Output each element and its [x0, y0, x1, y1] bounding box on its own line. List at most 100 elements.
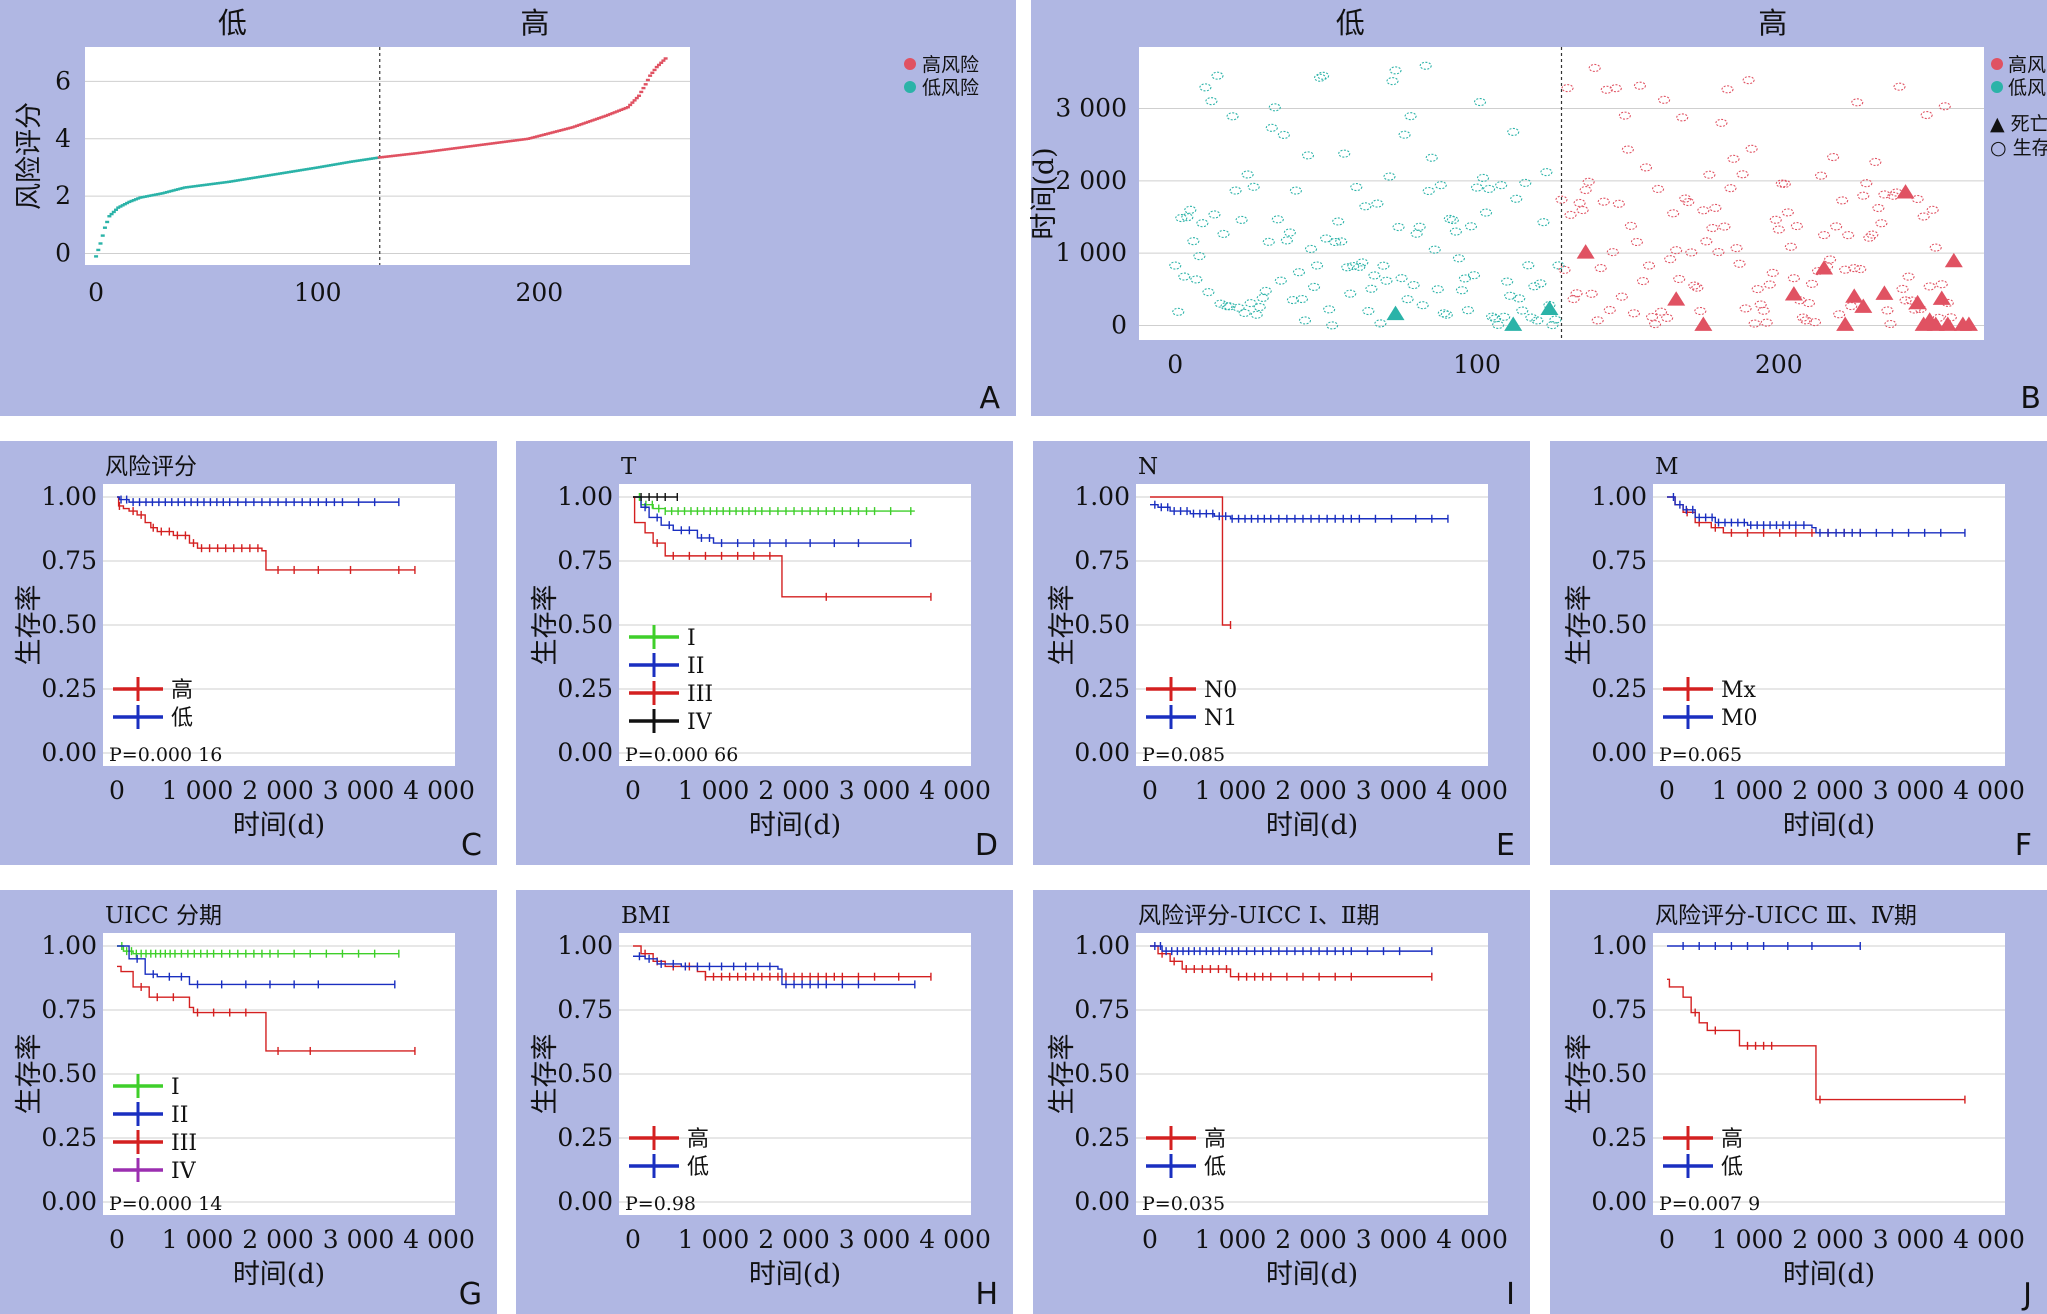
- censored-point: [1808, 318, 1822, 327]
- censored-point: [1250, 310, 1263, 319]
- x-tick-label: 4 000: [403, 776, 475, 805]
- death-point: [1926, 316, 1945, 331]
- censored-point: [1350, 182, 1363, 192]
- censored-point: [1223, 302, 1236, 311]
- censored-point: [1715, 118, 1728, 127]
- censored-point: [1769, 215, 1782, 224]
- censored-point: [1169, 261, 1182, 270]
- censored-point: [1854, 265, 1867, 274]
- censored-point: [1727, 154, 1740, 163]
- km-chart-d: T 0.00 0.25 0.50 0.75 1.00 0 1 000 2 000 3 000 4 0…: [530, 454, 998, 863]
- panel-letter: D: [975, 828, 998, 863]
- km-chart-c: 风险评分 0.00 0.25 0.50 0.75 1.00 0 1 000 2 000 3 000…: [14, 454, 482, 863]
- y-axis-title: 生存率: [530, 1034, 561, 1115]
- death-point: [1938, 316, 1957, 331]
- y-axis-title: 生存率: [14, 585, 45, 666]
- y-tick-label: 0.50: [1074, 1059, 1130, 1088]
- y-tick-label: 0.75: [1074, 546, 1130, 575]
- legend-label-death: ▲ 死亡: [1990, 113, 2047, 135]
- censored-point: [1455, 286, 1468, 295]
- panel-title: M: [1655, 454, 1679, 480]
- y-tick-label: 0.75: [1591, 546, 1647, 575]
- censored-point: [1724, 184, 1737, 193]
- censored-point: [1597, 197, 1610, 206]
- x-tick-label: 3 000: [323, 776, 395, 805]
- km-chart-g: UICC 分期 0.00 0.25 0.50 0.75 1.00 0 1 000 2 000 3 …: [14, 903, 482, 1312]
- censored-point: [1507, 127, 1520, 136]
- x-tick-label: 3 000: [839, 776, 911, 805]
- censored-point: [1329, 237, 1342, 247]
- censored-point: [1630, 237, 1643, 247]
- x-tick-label: 1 000: [162, 1225, 234, 1254]
- legend-label: N1: [1204, 706, 1237, 731]
- y-tick-label: 1.00: [1591, 931, 1647, 960]
- censored-point: [1839, 265, 1852, 274]
- censored-point: [1549, 315, 1562, 324]
- death-point: [1959, 316, 1978, 331]
- y-tick-label: 6: [55, 66, 71, 95]
- x-tick-label: 1 000: [1712, 776, 1784, 805]
- legend-label-alive: ○ 生存: [1990, 137, 2047, 159]
- km-curve: [1150, 496, 1231, 626]
- y-tick-label: 0: [1111, 311, 1127, 340]
- group-label-high: 高: [1758, 6, 1787, 40]
- y-tick-label: 0.50: [41, 1059, 97, 1088]
- x-tick-label: 4 000: [919, 1225, 991, 1254]
- legend-label: 高: [171, 678, 193, 703]
- x-axis-title: 时间(d): [749, 1259, 841, 1290]
- x-tick-label: 2 000: [1275, 1225, 1347, 1254]
- x-axis-title: 时间(d): [1266, 810, 1358, 841]
- y-tick-label: 0.75: [41, 546, 97, 575]
- censored-point: [1344, 289, 1357, 298]
- censored-point: [1470, 183, 1484, 192]
- censored-point: [1172, 307, 1185, 316]
- censored-point: [1495, 181, 1508, 190]
- censored-point: [1347, 262, 1360, 271]
- legend-dot-low: [904, 81, 916, 93]
- censored-point: [1489, 314, 1502, 323]
- censored-point: [1941, 298, 1954, 307]
- x-axis-title: 时间(d): [1783, 1259, 1875, 1290]
- x-tick-label: 2 000: [242, 776, 314, 805]
- death-point: [1667, 291, 1686, 306]
- censored-point: [1935, 280, 1948, 289]
- death-point: [1908, 294, 1927, 310]
- y-tick-label: 0.50: [557, 1059, 613, 1088]
- censored-point: [1754, 300, 1767, 309]
- x-tick-label: 0: [625, 776, 641, 805]
- censored-point: [1311, 261, 1324, 270]
- legend-label: I: [171, 1075, 180, 1100]
- censored-point: [1824, 255, 1837, 264]
- y-tick-label: 0.00: [1591, 738, 1647, 767]
- censored-point: [1612, 199, 1625, 208]
- censored-point: [1461, 306, 1474, 315]
- x-tick-label: 1 000: [1195, 1225, 1267, 1254]
- censored-point: [1866, 230, 1879, 239]
- censored-point: [1736, 170, 1749, 179]
- censored-point: [1555, 195, 1568, 204]
- censored-point: [1857, 191, 1870, 200]
- censored-point: [1923, 282, 1936, 291]
- y-axis-title: 生存率: [1564, 585, 1595, 666]
- y-tick-label: 0.75: [557, 995, 613, 1024]
- y-axis-title: 生存率: [1047, 1034, 1078, 1115]
- p-value: P=0.065: [1659, 744, 1742, 766]
- censored-point: [1320, 234, 1333, 243]
- panel-letter: A: [979, 381, 1000, 416]
- y-tick-label: 2 000: [1055, 166, 1127, 195]
- censored-point: [1670, 246, 1683, 255]
- death-point: [1694, 316, 1713, 331]
- censored-point: [1676, 113, 1689, 122]
- censored-point: [1232, 303, 1245, 312]
- y-tick-label: 1.00: [557, 931, 613, 960]
- censored-point: [1274, 276, 1287, 285]
- censored-point: [1413, 222, 1426, 231]
- censored-point: [1799, 316, 1812, 325]
- legend-dot-low: [1991, 81, 2003, 93]
- y-tick-label: 1 000: [1055, 238, 1127, 267]
- censored-point: [1567, 294, 1580, 304]
- legend-label: II: [687, 654, 704, 679]
- panel-km-h: BMI 0.00 0.25 0.50 0.75 1.00 0 1 000 2 000 3 000 4…: [516, 890, 1013, 1314]
- censored-point: [1525, 313, 1538, 322]
- censored-point: [1199, 83, 1212, 92]
